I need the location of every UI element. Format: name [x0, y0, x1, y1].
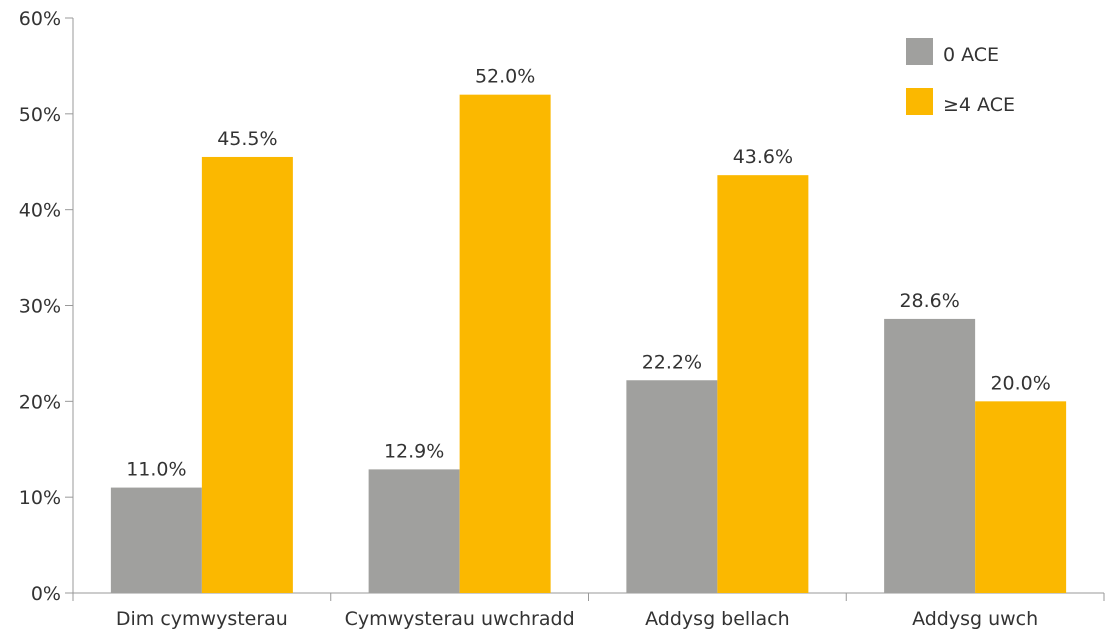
- bar: [201, 156, 293, 594]
- bar: [626, 380, 718, 593]
- y-tick-label: 10%: [19, 487, 61, 509]
- y-tick-label: 60%: [19, 8, 61, 30]
- legend-label: ≥4 ACE: [943, 94, 1015, 116]
- legend-swatch: [906, 38, 933, 65]
- data-label: 28.6%: [899, 290, 959, 312]
- bar: [368, 469, 460, 593]
- bar: [459, 94, 551, 594]
- legend-label: 0 ACE: [943, 44, 999, 66]
- data-label: 52.0%: [475, 66, 535, 88]
- bar: [717, 175, 809, 593]
- x-tick-label: Dim cymwysterau: [116, 608, 288, 630]
- bar: [884, 318, 976, 593]
- y-tick-label: 40%: [19, 200, 61, 222]
- y-tick-label: 30%: [19, 296, 61, 318]
- y-tick-label: 20%: [19, 391, 61, 413]
- data-label: 11.0%: [126, 459, 186, 481]
- x-tick-label: Cymwysterau uwchradd: [345, 608, 575, 630]
- data-label: 22.2%: [642, 351, 702, 373]
- data-label: 43.6%: [733, 146, 793, 168]
- data-label: 20.0%: [990, 372, 1050, 394]
- data-label: 12.9%: [384, 440, 444, 462]
- data-label: 45.5%: [217, 128, 277, 150]
- x-tick-label: Addysg bellach: [645, 608, 789, 630]
- data-labels: 11.0% 45.5% 12.9% 52.0% 22.2% 43.6% 28.6% 20.0%: [126, 66, 1051, 481]
- x-tick-label: Addysg uwch: [912, 608, 1038, 630]
- legend: 0 ACE ≥4 ACE: [906, 38, 1015, 116]
- bar: [110, 487, 202, 593]
- axes: 0% 10% 20% 30% 40% 50% 60% Dim cymwysterau Cymwy…: [19, 8, 1105, 630]
- bars: [110, 94, 1067, 594]
- legend-swatch: [906, 88, 933, 115]
- bar: [975, 401, 1067, 593]
- y-tick-label: 0%: [31, 583, 61, 605]
- y-tick-label: 50%: [19, 104, 61, 126]
